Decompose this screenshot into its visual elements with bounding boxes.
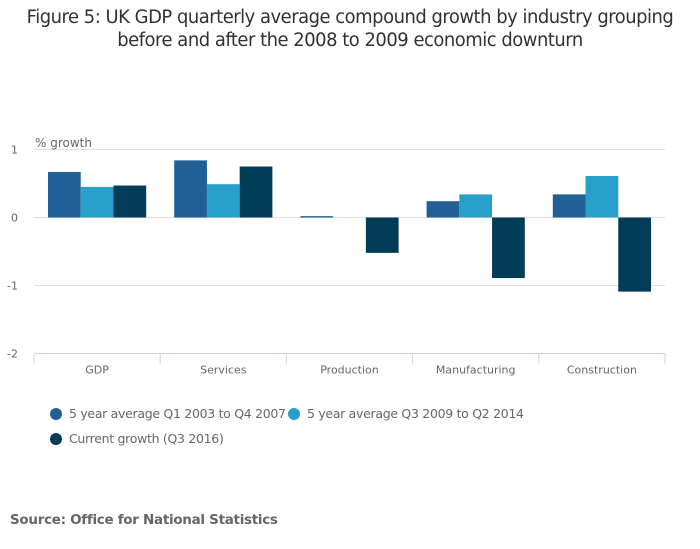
legend-item-series-3[interactable]: Current growth (Q3 2016) [50,431,224,446]
bar-manufacturing-series-1 [426,201,460,218]
x-tick-label: GDP [85,364,109,377]
legend-label: 5 year average Q1 2003 to Q4 2007 [69,406,286,421]
y-tick-label: 1 [11,144,18,157]
x-tick-label: Production [320,364,379,377]
legend-label: Current growth (Q3 2016) [69,431,224,446]
bars [48,160,651,292]
bar-production-series-1 [300,216,334,218]
bar-construction-series-2 [585,176,619,218]
bar-construction-series-3 [618,217,651,292]
x-tick-label: Construction [567,364,637,377]
legend-dot-icon [50,432,62,445]
bar-services-series-1 [174,160,207,218]
source-note: Source: Office for National Statistics [10,512,278,528]
chart-title-line-1: Figure 5: UK GDP quarterly average compo… [26,7,674,28]
x-tick-label: Services [200,364,247,377]
chart-title-line-2: before and after the 2008 to 2009 econom… [117,30,583,51]
bar-production-series-3 [365,217,399,253]
legend-label: 5 year average Q3 2009 to Q2 2014 [307,406,524,421]
bar-construction-series-1 [552,194,586,218]
legend-item-series-1[interactable]: 5 year average Q1 2003 to Q4 2007 [50,406,286,421]
bar-gdp-series-1 [48,171,81,218]
x-tick-label: Manufacturing [436,364,516,377]
y-tick-label: -1 [7,280,18,293]
bar-services-series-3 [239,166,273,218]
y-tick-label: 0 [11,212,18,225]
y-tick-label: -2 [7,348,18,361]
chart-title: Figure 5: UK GDP quarterly average compo… [11,6,690,52]
bar-gdp-series-3 [113,185,147,218]
bar-manufacturing-series-2 [459,194,493,218]
y-axis-label: % growth [35,136,92,150]
legend-item-series-2[interactable]: 5 year average Q3 2009 to Q2 2014 [288,406,524,421]
bar-gdp-series-2 [80,186,114,218]
bar-services-series-2 [206,184,240,218]
legend-dot-icon [50,407,62,420]
bar-manufacturing-series-3 [492,217,525,279]
legend-dot-icon [288,407,300,420]
x-axis: GDP Services Production Manufacturing Constr… [33,353,666,377]
bar-chart: 1 0 -1 -2 % growth GDP Services Production Man… [7,136,666,377]
y-axis-ticks: 1 0 -1 -2 [7,144,18,361]
